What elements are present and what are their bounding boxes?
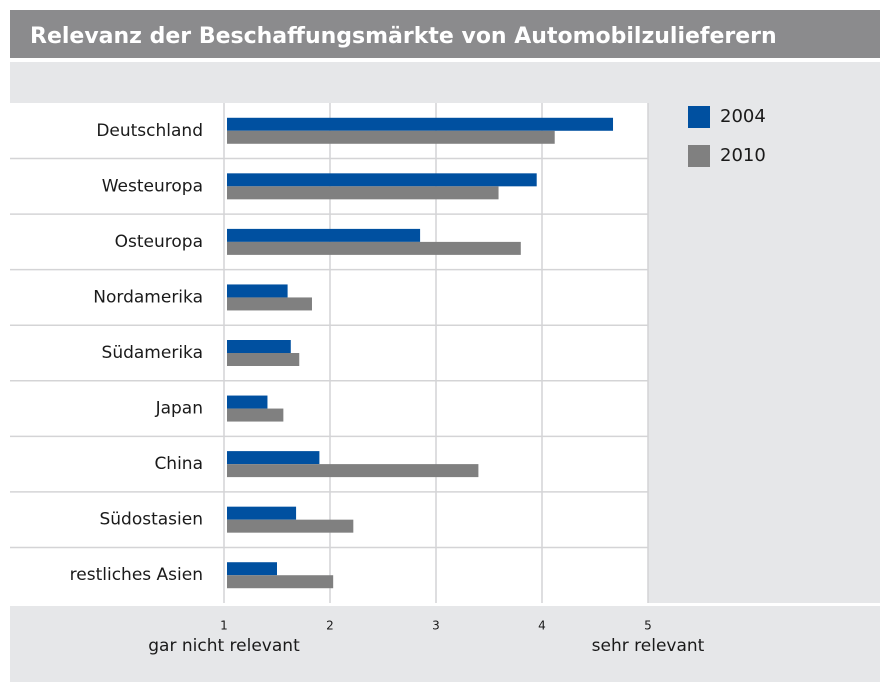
x-tick-label: 5 [644, 619, 652, 633]
x-tick-label: 2 [326, 619, 334, 633]
bar [227, 284, 288, 298]
title-bar [10, 10, 880, 58]
chart-title: Relevanz der Beschaffungsmärkte von Auto… [30, 24, 777, 49]
title-divider [10, 58, 880, 62]
legend-label: 2010 [720, 145, 766, 166]
bar [227, 228, 421, 242]
y-tick-label: Südostasien [99, 510, 203, 530]
y-tick-label: Südamerika [102, 343, 203, 363]
bar [227, 451, 320, 465]
bar [227, 506, 297, 520]
bar [227, 117, 614, 131]
bar [227, 130, 555, 144]
bar [227, 519, 354, 533]
y-tick-label: China [154, 454, 203, 474]
x-tick-label: 3 [432, 619, 440, 633]
y-tick-label: restliches Asien [70, 565, 203, 585]
bar [227, 173, 537, 187]
bar [227, 408, 284, 422]
y-tick-label: Japan [155, 399, 203, 419]
bar [227, 395, 268, 409]
y-tick-label: Deutschland [96, 121, 203, 141]
bar [227, 353, 300, 366]
axis-annotation: sehr relevant [592, 636, 705, 656]
bar [227, 464, 479, 478]
y-tick-label: Osteuropa [115, 232, 203, 252]
legend-label: 2004 [720, 106, 766, 127]
bar [227, 241, 521, 255]
y-tick-label: Westeuropa [102, 176, 203, 196]
bar [227, 297, 312, 311]
bar [227, 562, 277, 576]
bar [227, 340, 291, 353]
x-tick-label: 4 [538, 619, 546, 633]
legend-swatch [688, 106, 710, 128]
y-tick-label: Nordamerika [93, 287, 203, 307]
legend-swatch [688, 145, 710, 167]
bottom-divider [10, 603, 880, 606]
x-tick-label: 1 [220, 619, 228, 633]
bar [227, 575, 334, 589]
axis-annotation: gar nicht relevant [148, 636, 300, 656]
bar [227, 186, 499, 200]
